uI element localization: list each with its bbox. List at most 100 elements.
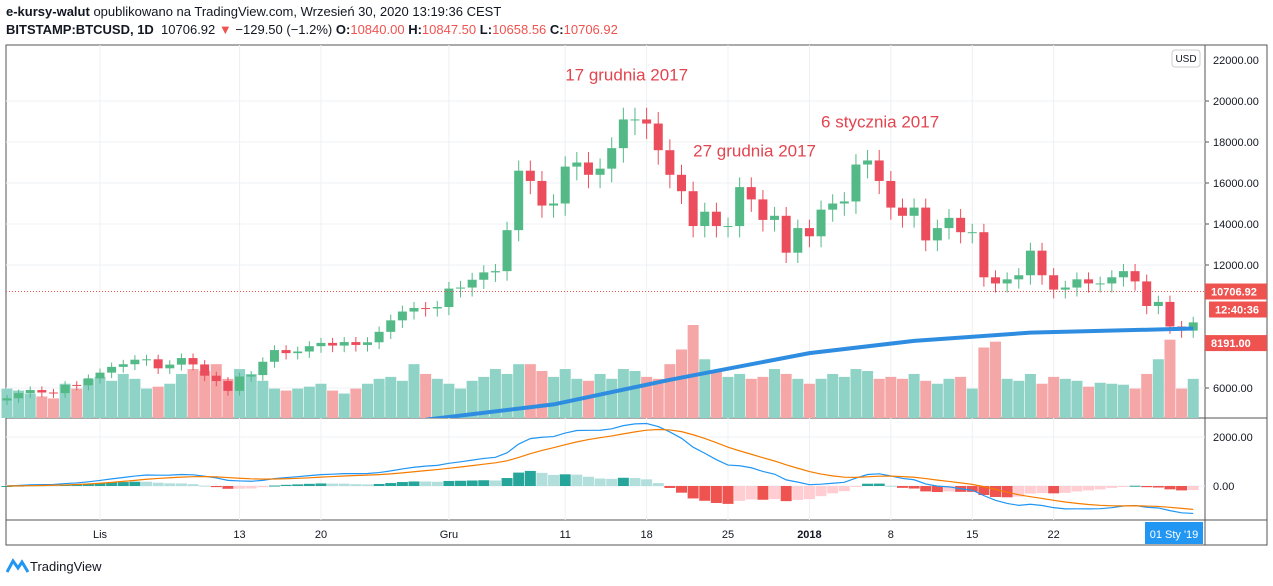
macd-histogram-bar	[943, 486, 955, 492]
macd-histogram-bar	[734, 486, 746, 501]
low-label: L:	[479, 22, 493, 37]
brand-name: TradingView	[30, 558, 102, 574]
candle-body	[479, 272, 489, 280]
candle-body	[2, 398, 12, 401]
volume-bar	[641, 376, 653, 418]
candle-body	[1153, 301, 1163, 306]
macd-histogram-bar	[1, 486, 13, 487]
price-label-box	[1209, 301, 1267, 318]
macd-histogram-bar	[361, 484, 373, 486]
volume-bar	[769, 369, 781, 418]
macd-histogram-bar	[641, 479, 653, 486]
time-tick-label: 2018	[797, 529, 821, 541]
macd-histogram-bar	[664, 486, 676, 488]
candle-body	[165, 364, 175, 369]
macd-histogram-bar	[396, 482, 408, 486]
volume-bar	[524, 364, 536, 418]
macd-histogram-bar	[385, 483, 397, 486]
macd-histogram-bar	[431, 481, 443, 486]
close-label: C:	[549, 22, 564, 37]
macd-histogram-bar	[699, 486, 711, 501]
volume-bar	[71, 388, 83, 418]
macd-histogram-bar	[582, 476, 594, 486]
candle-body	[932, 228, 942, 241]
macd-histogram-bar	[187, 484, 199, 486]
volume-bar	[513, 364, 525, 418]
candle-body	[851, 164, 861, 202]
price-change: −129.50 (−1.2%)	[235, 22, 333, 37]
tradingview-logo-icon	[6, 558, 30, 573]
candle-body	[607, 148, 617, 169]
candle-body	[1002, 279, 1012, 284]
macd-histogram-bar	[990, 486, 1002, 497]
macd-histogram-bar	[966, 486, 978, 492]
candle-body	[863, 160, 873, 165]
volume-bar	[489, 369, 501, 418]
volume-bar	[245, 373, 257, 418]
macd-histogram-bar	[827, 486, 839, 494]
volume-bar	[1152, 359, 1164, 418]
countdown-label: 12:40:36	[1215, 305, 1259, 317]
volume-bar	[687, 325, 699, 418]
macd-histogram-bar	[1083, 486, 1095, 491]
candle-body	[339, 342, 349, 346]
volume-bar	[478, 376, 490, 418]
macd-histogram-bar	[501, 478, 513, 486]
volume-bar	[838, 376, 850, 418]
candle-body	[828, 203, 838, 210]
macd-histogram-bar	[676, 486, 687, 493]
volume-bar	[1106, 383, 1118, 418]
macd-histogram-bar	[175, 483, 187, 486]
macd-histogram-bar	[873, 483, 885, 486]
volume-bar	[757, 376, 769, 418]
candle-body	[456, 287, 466, 289]
candle-body	[1188, 322, 1198, 331]
volume-bar	[338, 393, 350, 418]
close-value: 10706.92	[563, 22, 618, 37]
time-tick-label: 8	[888, 529, 894, 541]
macd-histogram-bar	[548, 474, 560, 486]
macd-histogram-bar	[210, 486, 222, 488]
candle-body	[642, 119, 652, 124]
macd-histogram-bar	[722, 486, 734, 504]
macd-histogram-bar	[1141, 486, 1153, 488]
macd-histogram-bar	[1187, 486, 1199, 491]
candle-body	[328, 342, 338, 346]
macd-histogram-bar	[745, 486, 757, 500]
high-value: 10847.50	[421, 22, 477, 37]
macd-histogram-bar	[838, 486, 850, 492]
macd-histogram-bar	[908, 486, 920, 489]
macd-histogram-bar	[1129, 485, 1141, 487]
macd-histogram-bar	[710, 486, 722, 503]
candle-body	[897, 207, 907, 216]
price-label-box	[1205, 283, 1267, 300]
time-tick-label: 20	[315, 529, 327, 541]
candle-body	[316, 342, 326, 347]
candle-body	[804, 228, 814, 237]
volume-bar	[361, 383, 373, 418]
macd-histogram-bar	[652, 483, 664, 486]
macd-histogram-bar	[1164, 486, 1176, 490]
volume-bar	[141, 388, 153, 418]
macd-histogram-bar	[257, 486, 269, 488]
volume-bar	[815, 378, 827, 418]
volume-bar	[792, 378, 804, 418]
macd-histogram-bar	[1071, 486, 1083, 492]
macd-histogram-bar	[896, 486, 908, 488]
last-price: 10706.92	[161, 22, 216, 37]
candle-body	[200, 364, 210, 376]
macd-histogram-bar	[757, 486, 769, 500]
candle-body	[1142, 281, 1152, 306]
volume-bar	[1059, 378, 1071, 418]
crosshair-date-box	[1145, 522, 1203, 544]
volume-bar	[966, 388, 978, 418]
macd-histogram-bar	[443, 480, 455, 486]
candle-body	[991, 277, 1001, 284]
macd-histogram-bar	[1152, 486, 1164, 488]
macd-histogram-bar	[803, 486, 815, 500]
author[interactable]: e-kursy-walut	[6, 4, 90, 19]
macd-histogram-bar	[815, 486, 827, 497]
tradingview-logo[interactable]: TradingView	[6, 558, 102, 574]
